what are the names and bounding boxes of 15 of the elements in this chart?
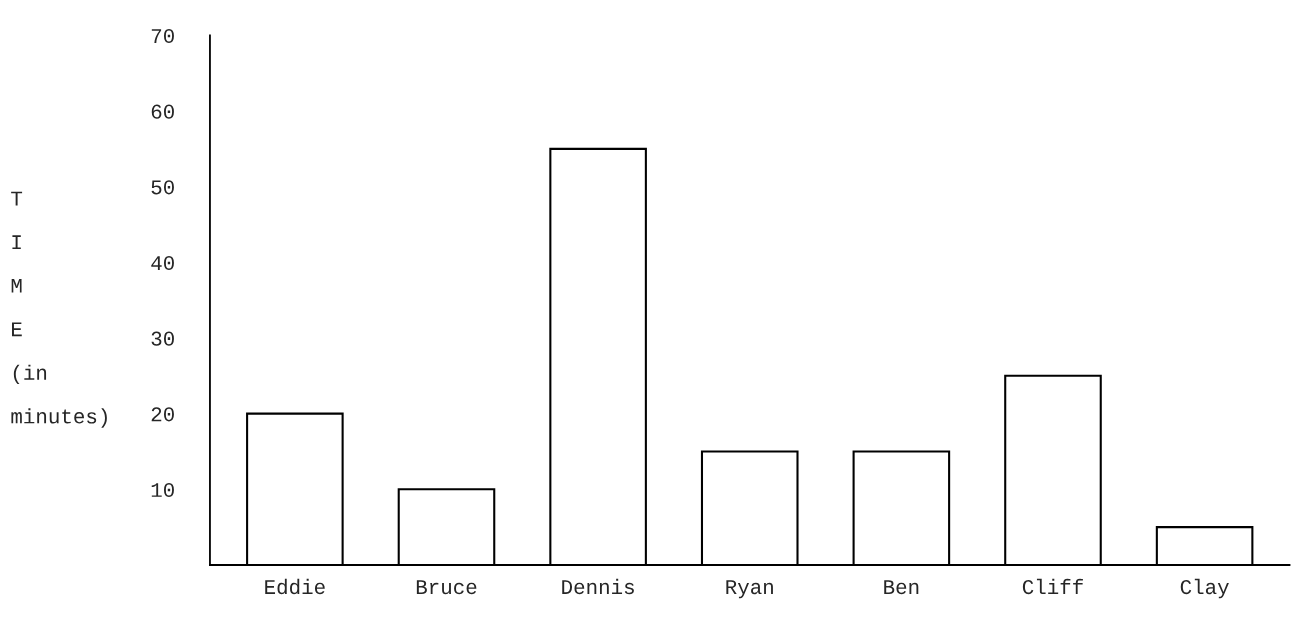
y-tick-label: 50 [151, 180, 174, 195]
y-tick-label: 40 [151, 255, 174, 271]
x-tick-label: Ryan [726, 580, 773, 599]
x-tick-label: Clay [1180, 578, 1229, 599]
x-tick-label: Ben [884, 580, 919, 595]
x-tick-label: Cliff [1022, 578, 1083, 595]
x-tick-label: Bruce [416, 580, 477, 595]
y-tick-label: 60 [151, 104, 174, 119]
text: T I M E (in minutes) [11, 191, 107, 428]
y-tick-label: 30 [151, 331, 174, 346]
y-tick-label: 70 [151, 28, 174, 44]
y-tick-label: 10 [151, 482, 174, 498]
y-tick-label: 20 [151, 407, 174, 422]
x-tick-label: Dennis [562, 578, 634, 595]
x-tick-label: Eddie [265, 578, 325, 595]
